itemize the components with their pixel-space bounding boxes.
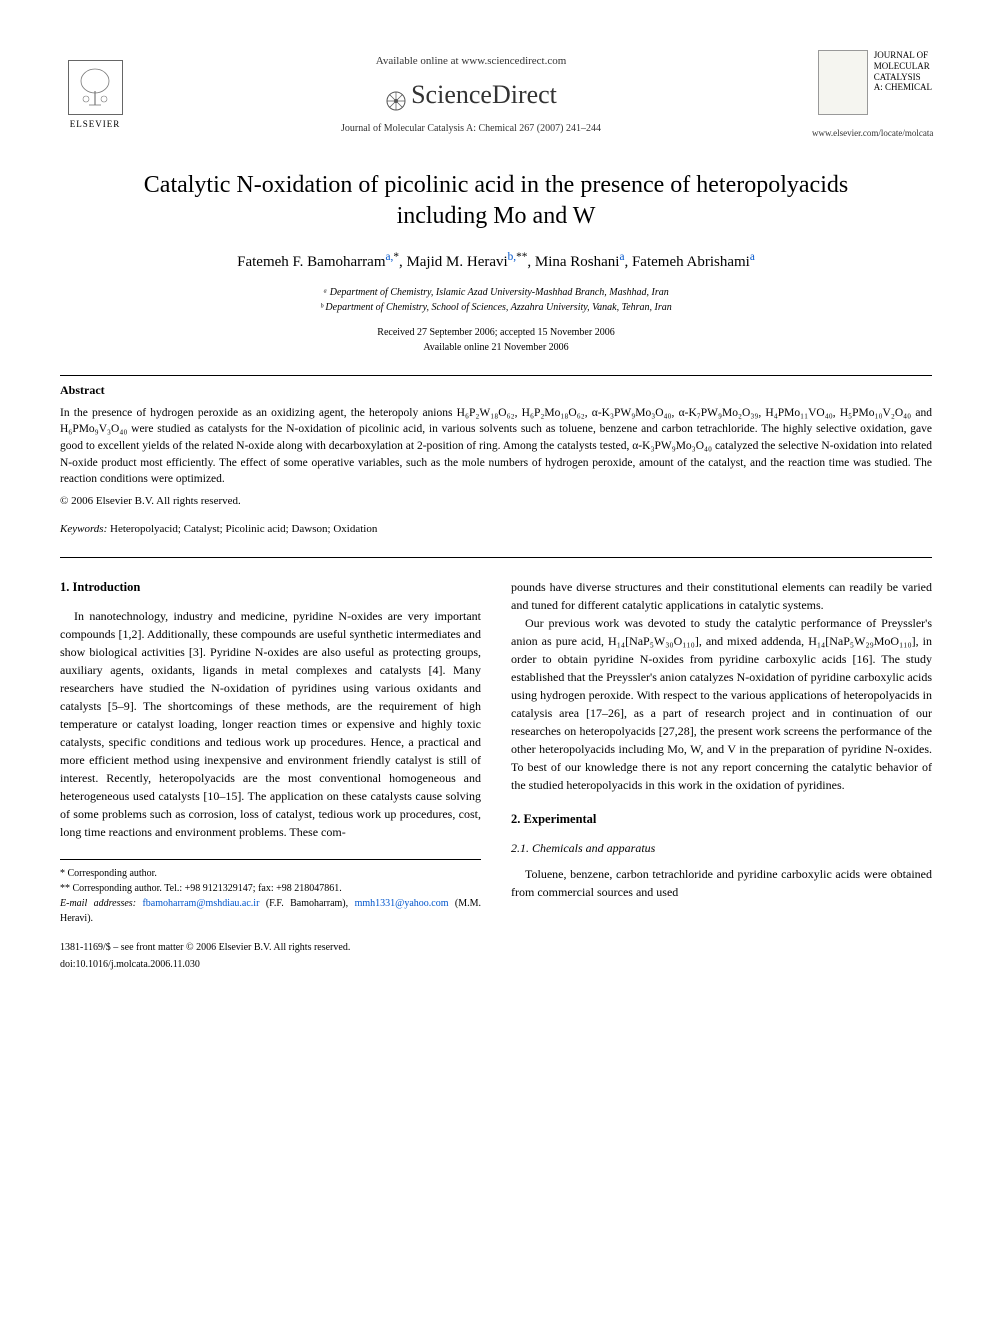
footer-issn: 1381-1169/$ – see front matter © 2006 El… — [60, 940, 481, 955]
elsevier-tree-icon — [68, 60, 123, 115]
article-dates: Received 27 September 2006; accepted 15 … — [60, 325, 932, 355]
keywords-line: Keywords: Heteropolyacid; Catalyst; Pico… — [60, 522, 932, 537]
affiliation-a: ᵃ Department of Chemistry, Islamic Azad … — [60, 285, 932, 300]
author-1-mark: * — [393, 251, 399, 263]
sciencedirect-logo: ScienceDirect — [130, 77, 812, 113]
journal-reference: Journal of Molecular Catalysis A: Chemic… — [130, 122, 812, 136]
author-4: Fatemeh Abrishami — [632, 254, 750, 270]
intro-heading: 1. Introduction — [60, 578, 481, 597]
email-label: E-mail addresses: — [60, 898, 136, 909]
divider-top — [60, 375, 932, 376]
keywords-label: Keywords: — [60, 523, 107, 535]
affiliation-b: ᵇ Department of Chemistry, School of Sci… — [60, 300, 932, 315]
abstract-text: In the presence of hydrogen peroxide as … — [60, 405, 932, 488]
intro-paragraph-3: Our previous work was devoted to study t… — [511, 614, 932, 794]
footnotes-block: * Corresponding author. ** Corresponding… — [60, 859, 481, 926]
email-1-name: (F.F. Bamoharram), — [259, 898, 348, 909]
right-column: pounds have diverse structures and their… — [511, 578, 932, 972]
elsevier-logo: ELSEVIER — [60, 55, 130, 135]
article-title: Catalytic N-oxidation of picolinic acid … — [100, 170, 892, 232]
email-2-link[interactable]: mmh1331@yahoo.com — [355, 898, 449, 909]
journal-logo-block: JOURNAL OF MOLECULAR CATALYSIS A: CHEMIC… — [812, 50, 932, 140]
intro-paragraph-1: In nanotechnology, industry and medicine… — [60, 607, 481, 841]
body-columns: 1. Introduction In nanotechnology, indus… — [60, 578, 932, 972]
journal-cover-icon — [818, 50, 868, 115]
authors-line: Fatemeh F. Bamoharrama,*, Majid M. Herav… — [60, 250, 932, 273]
author-2-affil[interactable]: b, — [508, 251, 516, 263]
footer-doi: doi:10.1016/j.molcata.2006.11.030 — [60, 957, 481, 972]
available-online-date: Available online 21 November 2006 — [60, 340, 932, 355]
left-column: 1. Introduction In nanotechnology, indus… — [60, 578, 481, 972]
email-1-link[interactable]: fbamoharram@mshdiau.ac.ir — [142, 898, 259, 909]
intro-paragraph-2: pounds have diverse structures and their… — [511, 578, 932, 614]
author-2-mark: ** — [516, 251, 527, 263]
corresponding-1: * Corresponding author. — [60, 866, 481, 881]
experimental-heading: 2. Experimental — [511, 810, 932, 829]
affiliations: ᵃ Department of Chemistry, Islamic Azad … — [60, 285, 932, 315]
journal-name: JOURNAL OF MOLECULAR CATALYSIS A: CHEMIC… — [874, 50, 932, 93]
experimental-paragraph-1: Toluene, benzene, carbon tetrachloride a… — [511, 865, 932, 901]
sciencedirect-icon — [385, 86, 407, 108]
available-online-text: Available online at www.sciencedirect.co… — [130, 54, 812, 69]
author-2: Majid M. Heravi — [406, 254, 507, 270]
journal-url: www.elsevier.com/locate/molcata — [812, 127, 932, 140]
abstract-copyright: © 2006 Elsevier B.V. All rights reserved… — [60, 494, 932, 509]
corresponding-2: ** Corresponding author. Tel.: +98 91213… — [60, 881, 481, 896]
center-header: Available online at www.sciencedirect.co… — [130, 54, 812, 136]
divider-bottom — [60, 557, 932, 558]
email-line: E-mail addresses: fbamoharram@mshdiau.ac… — [60, 896, 481, 926]
header-row: ELSEVIER Available online at www.science… — [60, 50, 932, 140]
elsevier-label: ELSEVIER — [70, 118, 121, 131]
author-4-affil[interactable]: a — [750, 251, 755, 263]
author-3: Mina Roshani — [535, 254, 620, 270]
sciencedirect-text: ScienceDirect — [411, 80, 557, 109]
author-1: Fatemeh F. Bamoharram — [237, 254, 385, 270]
author-3-affil[interactable]: a — [619, 251, 624, 263]
keywords-values: Heteropolyacid; Catalyst; Picolinic acid… — [107, 523, 377, 535]
received-date: Received 27 September 2006; accepted 15 … — [60, 325, 932, 340]
abstract-heading: Abstract — [60, 382, 932, 399]
experimental-subheading: 2.1. Chemicals and apparatus — [511, 839, 932, 857]
